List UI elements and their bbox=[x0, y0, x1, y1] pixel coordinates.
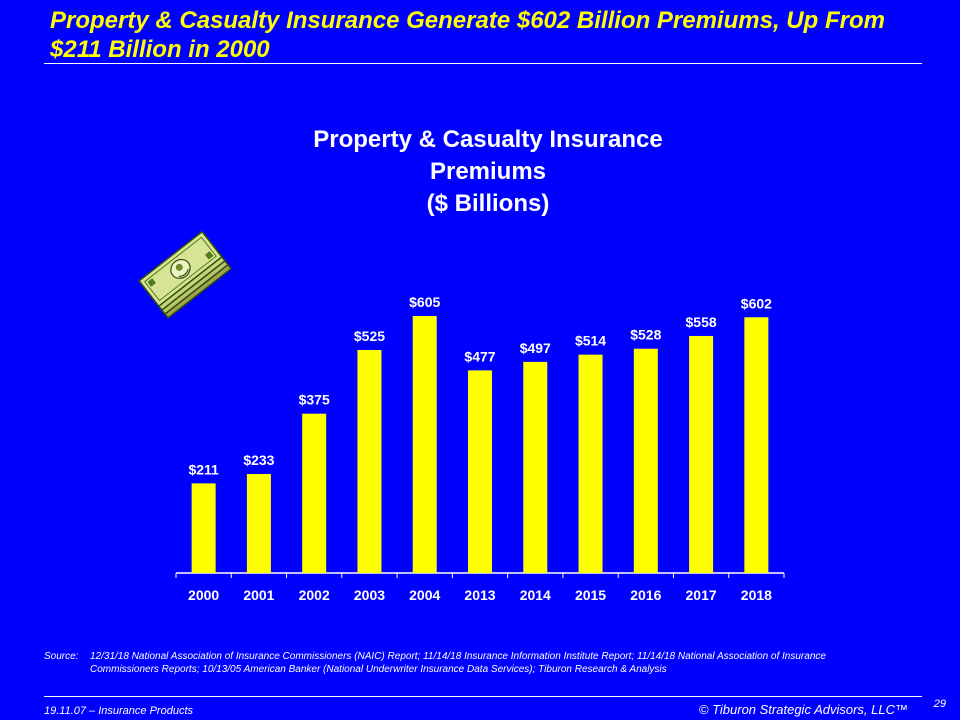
x-tick-label-2004: 2004 bbox=[409, 587, 440, 603]
source-text: 12/31/18 National Association of Insuran… bbox=[90, 651, 826, 675]
data-label-2014: $497 bbox=[520, 340, 551, 356]
bar-2016 bbox=[633, 348, 658, 573]
bar-2002 bbox=[302, 413, 327, 573]
bar-2013 bbox=[468, 370, 492, 573]
chart-title-line-1: Property & Casualty Insurance bbox=[313, 126, 663, 153]
footer-copyright: © Tiburon Strategic Advisors, LLC™ bbox=[698, 702, 908, 717]
x-tick-label-2017: 2017 bbox=[686, 587, 717, 603]
top-divider bbox=[44, 63, 922, 64]
data-label-2003: $525 bbox=[354, 328, 385, 344]
x-tick-label-2013: 2013 bbox=[464, 587, 495, 603]
slide-headline: Property & Casualty Insurance Generate $… bbox=[50, 7, 885, 63]
data-label-2000: $211 bbox=[188, 461, 219, 477]
chart-title-line-2: Premiums bbox=[429, 158, 547, 185]
footer-date-topic: 19.11.07 – Insurance Products bbox=[44, 705, 194, 717]
chart-title: Property & Casualty Insurance Premiums (… bbox=[188, 124, 788, 220]
x-tick-label-2014: 2014 bbox=[520, 587, 551, 603]
chart-title-line-3: ($ Billions) bbox=[426, 190, 550, 217]
bar-2014 bbox=[523, 361, 548, 573]
x-tick-label-2001: 2001 bbox=[243, 587, 274, 603]
money-stack-icon bbox=[138, 230, 233, 320]
bar-2000 bbox=[191, 483, 216, 573]
source-note: Source: 12/31/18 National Association of… bbox=[44, 650, 874, 676]
data-label-2017: $558 bbox=[686, 314, 717, 330]
x-tick-label-2002: 2002 bbox=[299, 587, 330, 603]
bottom-divider bbox=[44, 696, 922, 697]
x-tick-label-2018: 2018 bbox=[741, 587, 772, 603]
data-label-2013: $477 bbox=[464, 348, 495, 364]
bar-2004 bbox=[412, 316, 437, 573]
data-label-2004: $605 bbox=[409, 294, 440, 310]
data-label-2016: $528 bbox=[630, 327, 661, 343]
source-label: Source: bbox=[44, 651, 79, 662]
x-tick-label-2000: 2000 bbox=[188, 587, 219, 603]
bar-2001 bbox=[246, 474, 271, 573]
x-tick-label-2003: 2003 bbox=[354, 587, 385, 603]
bar-2018 bbox=[744, 317, 769, 573]
data-label-2002: $375 bbox=[299, 392, 330, 408]
bar-2017 bbox=[689, 335, 714, 573]
data-label-2018: $602 bbox=[741, 295, 772, 311]
data-label-2001: $233 bbox=[243, 452, 274, 468]
bar-2003 bbox=[357, 349, 382, 573]
data-label-2015: $514 bbox=[575, 333, 606, 349]
x-tick-label-2016: 2016 bbox=[630, 587, 661, 603]
page-number: 29 bbox=[933, 698, 946, 710]
x-tick-label-2015: 2015 bbox=[575, 587, 606, 603]
bar-2015 bbox=[578, 354, 603, 573]
